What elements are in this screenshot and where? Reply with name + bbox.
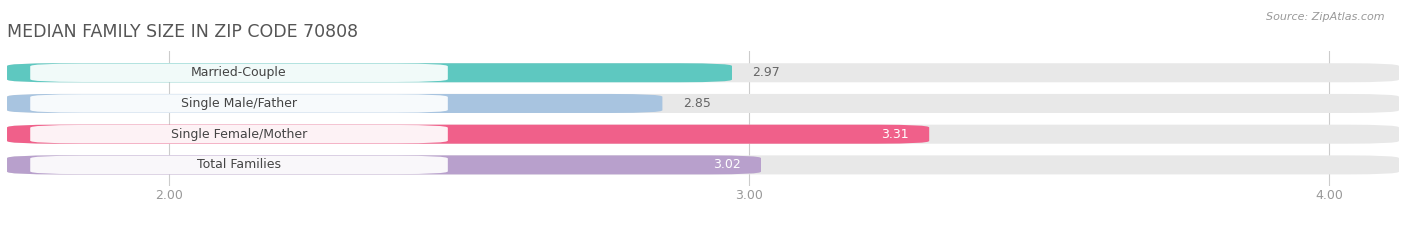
FancyBboxPatch shape (7, 155, 761, 175)
FancyBboxPatch shape (7, 125, 929, 144)
Text: Total Families: Total Families (197, 158, 281, 171)
Text: 3.02: 3.02 (713, 158, 741, 171)
Text: 3.31: 3.31 (882, 128, 908, 141)
Text: Married-Couple: Married-Couple (191, 66, 287, 79)
Text: 2.97: 2.97 (752, 66, 780, 79)
FancyBboxPatch shape (7, 63, 1399, 82)
FancyBboxPatch shape (7, 94, 662, 113)
FancyBboxPatch shape (31, 125, 449, 143)
FancyBboxPatch shape (7, 63, 733, 82)
FancyBboxPatch shape (31, 156, 449, 174)
FancyBboxPatch shape (7, 94, 1399, 113)
FancyBboxPatch shape (7, 125, 1399, 144)
FancyBboxPatch shape (31, 94, 449, 113)
Text: 2.85: 2.85 (683, 97, 710, 110)
Text: Source: ZipAtlas.com: Source: ZipAtlas.com (1267, 12, 1385, 22)
Text: MEDIAN FAMILY SIZE IN ZIP CODE 70808: MEDIAN FAMILY SIZE IN ZIP CODE 70808 (7, 23, 359, 41)
Text: Single Male/Father: Single Male/Father (181, 97, 297, 110)
FancyBboxPatch shape (7, 155, 1399, 175)
Text: Single Female/Mother: Single Female/Mother (172, 128, 307, 141)
FancyBboxPatch shape (31, 64, 449, 82)
